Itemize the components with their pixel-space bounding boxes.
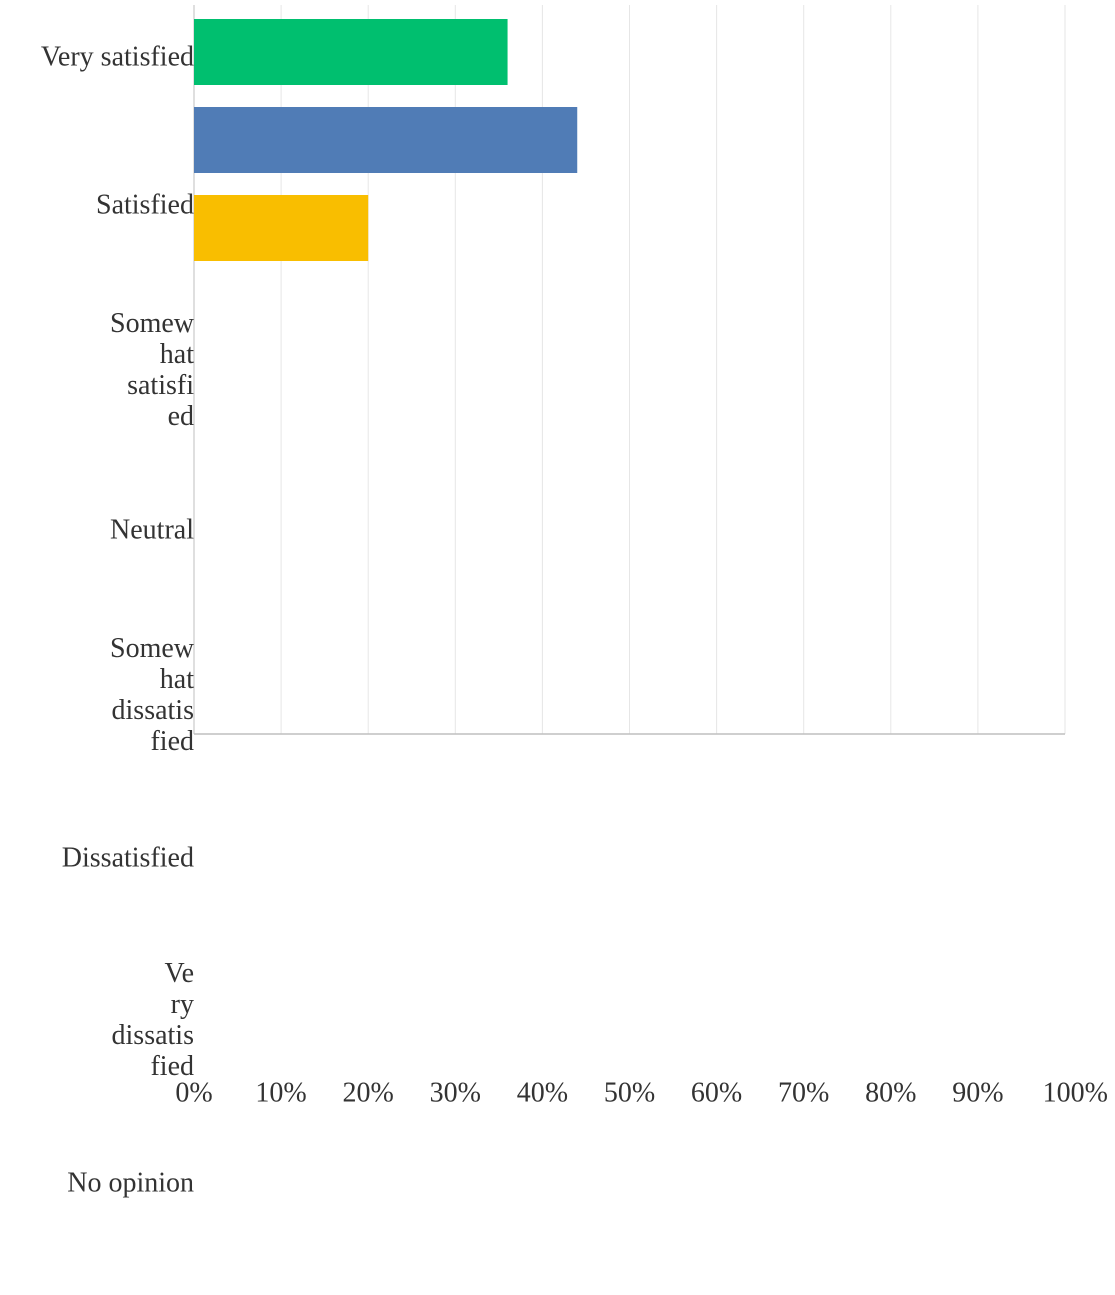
category-label-line: Neutral [110,515,194,546]
bar [194,107,578,173]
x-tick-label: 0% [175,1078,212,1109]
x-tick-label: 50% [604,1078,655,1109]
bar [194,195,369,261]
category-label-line: Dissatisfied [62,843,194,874]
category-label-line: Ve [164,958,194,989]
category-label-line: satisfi [127,370,194,401]
category-label: Somew hat dissatis fied [110,633,195,757]
x-tick-label: 80% [865,1078,916,1109]
category-label: Dissatisfied [62,843,194,874]
bars [194,19,578,261]
category-label-line: hat [160,664,194,695]
category-label-line: fied [150,1051,194,1082]
x-tick-label: 90% [952,1078,1003,1109]
category-label: No opinion [67,1168,194,1199]
category-label-line: hat [160,339,194,370]
category-label-line: dissatis [112,695,194,726]
category-label: Ve ry dissatis fied [112,958,194,1082]
category-label-line: Somew [110,633,195,664]
category-label: Very satisfied [41,42,194,73]
category-label-line: Somew [110,308,195,339]
x-tick-labels: 0% 10% 20% 30% 40% 50% 60% 70% 80% 90% 100% [175,1078,1108,1109]
category-label-line: dissatis [112,1020,194,1051]
category-label-line: Satisfied [96,190,194,221]
category-label: Somew hat satisfi ed [110,308,195,432]
x-tick-label: 70% [778,1078,829,1109]
category-label-line: fied [150,726,194,757]
category-label: Neutral [110,515,194,546]
bar [194,19,508,85]
x-tick-label: 100% [1043,1078,1108,1109]
category-label-line: ry [171,989,194,1020]
x-tick-label: 20% [343,1078,394,1109]
category-label-line: Very satisfied [41,42,194,73]
category-label-line: ed [168,401,194,432]
x-tick-label: 60% [691,1078,742,1109]
x-tick-label: 30% [430,1078,481,1109]
category-label-line: No opinion [67,1168,194,1199]
x-tick-label: 40% [517,1078,568,1109]
category-label: Satisfied [96,190,194,221]
x-tick-label: 10% [255,1078,306,1109]
